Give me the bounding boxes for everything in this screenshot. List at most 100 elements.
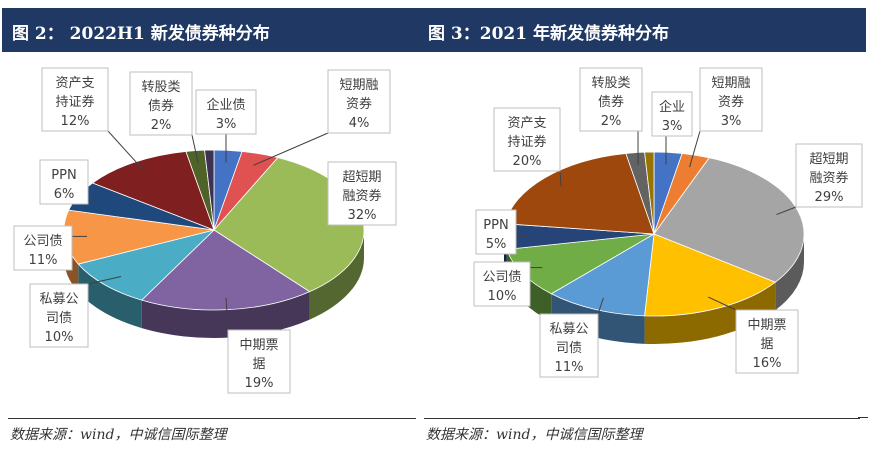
chart-panel-2021: 图 3：2021 年新发债券种分布 企业 3% 短期融资券 3% 超短期融资券 29% 中期… <box>418 0 866 454</box>
data-label-value: 11% <box>555 360 584 375</box>
data-label-box <box>39 159 89 205</box>
data-label-category: 融资券 <box>342 188 381 204</box>
data-label-value: 29% <box>815 190 844 205</box>
source-note: 数据来源：wind，中诚信国际整理 <box>426 427 643 443</box>
data-label-category: 私募公 <box>549 322 588 337</box>
chart-title: 图 3：2021 年新发债券种分布 <box>428 24 669 44</box>
data-label-box <box>327 161 397 226</box>
data-label-category: 短期融 <box>339 78 378 93</box>
chart-title: 图 2： 2022H1 新发债券种分布 <box>12 24 270 44</box>
data-label-box <box>493 107 561 172</box>
label-leader-line <box>107 130 147 173</box>
data-label-value: 12% <box>61 114 90 129</box>
pie-slice <box>91 150 215 231</box>
data-label-value: 10% <box>45 330 74 345</box>
data-label-value: 3% <box>662 119 683 134</box>
data-label-box <box>795 143 863 208</box>
data-label-value: 32% <box>348 208 377 223</box>
label-leader-line <box>776 206 797 216</box>
label-leader-line <box>253 132 329 166</box>
data-label-box <box>129 71 193 136</box>
pie-slice-side <box>775 234 804 311</box>
chart-title-bar: 图 2： 2022H1 新发债券种分布 <box>2 8 422 52</box>
pie-slice <box>140 229 311 311</box>
data-label-box <box>539 313 599 378</box>
data-label-category: PPN <box>51 168 76 183</box>
pie-slice-side <box>309 230 364 320</box>
data-label-value: 19% <box>245 376 274 391</box>
data-label-category: PPN <box>483 218 508 233</box>
data-label-box <box>327 69 391 134</box>
data-label-value: 2% <box>151 118 172 133</box>
data-label-value: 2% <box>601 114 622 129</box>
data-label-box <box>41 67 109 132</box>
data-label-category: 资产支 <box>55 76 94 91</box>
data-label-box <box>195 89 257 135</box>
data-label-category: 超短期 <box>809 152 848 167</box>
data-label-category: 资券 <box>718 94 744 110</box>
data-label-category: 中期票 <box>747 318 786 333</box>
pie-slice <box>644 233 777 317</box>
label-leader-line <box>191 134 199 163</box>
data-label-category: 公司债 <box>482 270 521 285</box>
data-label-box <box>29 283 89 348</box>
label-leader-line <box>225 297 229 331</box>
data-label-category: 据 <box>252 357 265 372</box>
data-label-category: 私募公 <box>39 292 78 307</box>
pie-slice-side <box>644 282 776 344</box>
data-label-category: 企业 <box>659 99 685 115</box>
data-label-category: 据 <box>760 337 773 352</box>
label-leader-line <box>87 276 122 285</box>
data-label-category: 资券 <box>346 96 372 112</box>
data-label-category: 司债 <box>556 341 582 356</box>
data-label-category: 融资券 <box>809 170 848 186</box>
data-label-category: 公司债 <box>23 234 62 249</box>
data-label-box <box>227 329 291 394</box>
source-note: 数据来源：wind，中诚信国际整理 <box>10 427 227 443</box>
data-label-category: 转股类 <box>141 80 180 95</box>
data-label-category: 司债 <box>46 311 72 326</box>
data-label-value: 11% <box>29 253 58 268</box>
data-label-value: 16% <box>753 356 782 371</box>
data-label-value: 5% <box>486 237 507 252</box>
data-label-value: 6% <box>54 187 75 202</box>
label-leader-line <box>708 296 737 311</box>
data-label-box <box>651 91 693 137</box>
data-label-category: 资产支 <box>507 116 546 131</box>
label-leader-line <box>689 130 701 168</box>
data-label-value: 4% <box>349 116 370 131</box>
data-label-category: 超短期 <box>342 170 381 185</box>
data-label-category: 转股类 <box>591 76 630 91</box>
data-label-box <box>13 225 73 271</box>
pie-slice-side <box>78 264 142 329</box>
data-label-category: 持证券 <box>55 94 94 110</box>
chart-title-bar: 图 3：2021 年新发债券种分布 <box>418 8 866 52</box>
label-leader-line <box>597 297 604 315</box>
pie-slice <box>77 229 216 301</box>
chart-panel-2022h1: 图 2： 2022H1 新发债券种分布 企业债 3% 短期融 资券 4% 超短期 融资券 32… <box>2 0 422 454</box>
data-label-value: 10% <box>488 289 517 304</box>
data-label-category: 短期融 <box>711 76 750 91</box>
pie-slice <box>644 151 655 235</box>
data-label-value: 3% <box>721 114 742 129</box>
pie-slices <box>63 149 365 311</box>
divider-tick <box>858 417 868 418</box>
data-label-category: 债券 <box>148 98 174 114</box>
pie-slices <box>503 151 805 317</box>
data-label-category: 持证券 <box>507 134 546 150</box>
data-label-box <box>473 261 531 307</box>
pie-slice <box>653 157 805 283</box>
data-label-value: 3% <box>216 117 237 132</box>
source-divider <box>8 418 416 419</box>
data-label-box <box>699 67 763 132</box>
data-label-category: 债券 <box>598 94 624 110</box>
pie-slice <box>550 233 655 317</box>
source-divider <box>424 418 860 419</box>
data-label-value: 20% <box>513 154 542 169</box>
pie-slice-side <box>141 291 310 338</box>
data-label-box <box>475 209 517 255</box>
